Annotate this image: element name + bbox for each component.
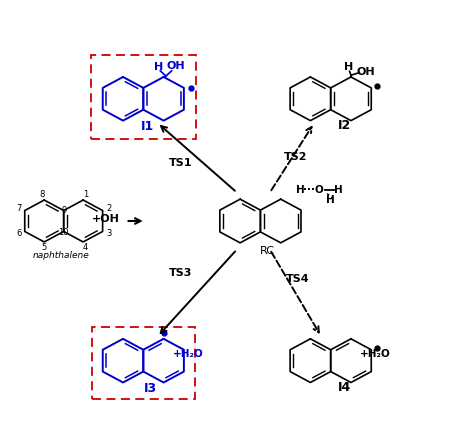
Text: H: H (154, 62, 164, 72)
Text: ···O: ···O (303, 186, 324, 195)
Text: 7: 7 (16, 204, 21, 213)
Text: naphthalene: naphthalene (33, 251, 90, 260)
Text: 6: 6 (16, 229, 21, 238)
Text: 5: 5 (41, 243, 46, 252)
Bar (91, 55, 196, 139)
Text: H: H (327, 195, 335, 205)
Text: 9: 9 (61, 206, 66, 215)
Text: I3: I3 (144, 382, 157, 395)
Text: 3: 3 (106, 229, 111, 238)
Text: 4: 4 (82, 243, 88, 252)
Text: I1: I1 (141, 120, 155, 133)
Text: 10: 10 (58, 228, 69, 237)
Text: H: H (296, 186, 305, 195)
Text: I4: I4 (338, 381, 351, 394)
Text: I2: I2 (338, 119, 351, 132)
Text: +H₂O: +H₂O (360, 349, 391, 359)
Text: RC: RC (260, 246, 275, 255)
Text: +H₂O: +H₂O (173, 349, 203, 359)
Text: 1: 1 (83, 190, 88, 199)
Text: 2: 2 (106, 204, 111, 213)
Text: TS1: TS1 (169, 158, 192, 168)
Text: +OH: +OH (92, 214, 120, 224)
Text: TS4: TS4 (286, 274, 310, 284)
Text: H: H (335, 186, 343, 195)
Text: H: H (344, 62, 353, 72)
Text: OH: OH (356, 67, 375, 77)
Bar (92, 327, 195, 399)
Text: 8: 8 (40, 190, 45, 199)
Text: OH: OH (167, 61, 185, 71)
Text: TS2: TS2 (284, 152, 307, 162)
Text: TS3: TS3 (169, 267, 192, 278)
